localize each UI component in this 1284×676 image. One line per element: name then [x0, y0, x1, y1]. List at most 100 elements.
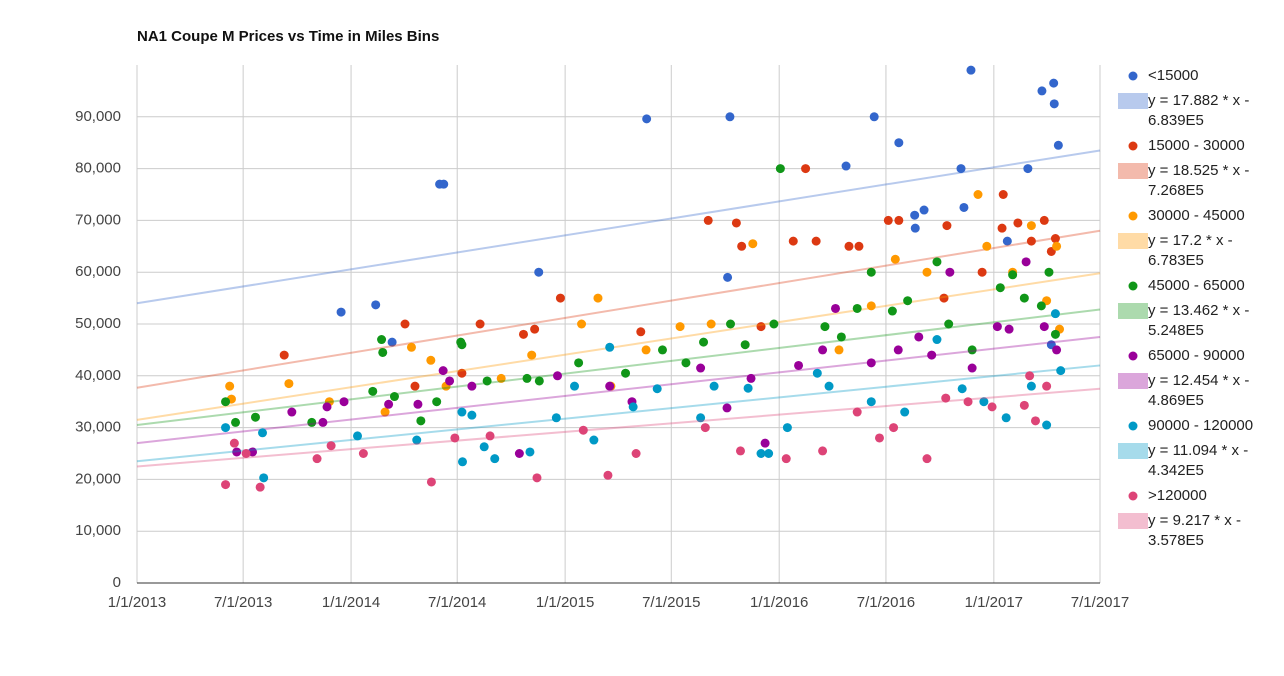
y-tick-label: 0 — [113, 574, 121, 591]
point — [231, 417, 241, 427]
point — [589, 435, 599, 445]
point — [900, 407, 910, 417]
x-tick-label: 1/1/2013 — [108, 594, 166, 611]
point — [725, 112, 735, 122]
point — [555, 293, 565, 303]
point — [1039, 215, 1049, 225]
point — [944, 319, 954, 329]
trendline — [136, 387, 1101, 468]
point — [782, 423, 792, 433]
y-tick-label: 80,000 — [75, 160, 121, 177]
point — [406, 342, 416, 352]
point — [1050, 234, 1060, 244]
legend-symbol — [1118, 206, 1148, 226]
point — [1026, 221, 1036, 231]
legend-symbol — [1118, 371, 1148, 391]
point — [1025, 371, 1035, 381]
point — [518, 329, 528, 339]
point — [941, 393, 951, 403]
point — [966, 65, 976, 75]
point — [432, 397, 442, 407]
point — [894, 215, 904, 225]
point — [577, 319, 587, 329]
point — [221, 480, 231, 490]
point — [997, 223, 1007, 233]
legend-rect — [1118, 443, 1148, 459]
point — [1049, 78, 1059, 88]
point — [322, 402, 332, 412]
point — [979, 397, 989, 407]
legend-marker — [1128, 491, 1138, 501]
point — [438, 366, 448, 376]
point — [987, 402, 997, 412]
point — [250, 412, 260, 422]
legend-symbol — [1118, 416, 1148, 436]
point — [794, 360, 804, 370]
legend-label: 15000 - 30000 — [1148, 137, 1245, 154]
point — [854, 241, 864, 251]
point — [652, 384, 662, 394]
legend-dot — [1128, 421, 1138, 431]
point — [287, 407, 297, 417]
legend-rect — [1118, 513, 1148, 529]
point — [605, 381, 615, 391]
point — [910, 210, 920, 220]
point — [932, 257, 942, 267]
legend-item: 15000 - 30000 — [1118, 136, 1268, 156]
point — [903, 296, 913, 306]
point — [457, 340, 467, 350]
point — [703, 215, 713, 225]
legend-item: y = 13.462 * x - 5.248E5 — [1118, 301, 1268, 341]
point — [457, 457, 467, 467]
point — [530, 324, 540, 334]
point — [358, 449, 368, 458]
point — [525, 447, 535, 457]
point — [914, 332, 924, 342]
legend-rect — [1118, 233, 1148, 249]
point — [593, 293, 603, 303]
point — [1030, 416, 1040, 426]
legend-marker — [1128, 141, 1138, 151]
legend-label: y = 12.454 * x - 4.869E5 — [1148, 372, 1250, 409]
point — [353, 431, 363, 441]
point — [570, 381, 580, 391]
point — [959, 202, 969, 212]
legend-swatch — [1118, 443, 1148, 459]
point — [457, 407, 467, 417]
point — [675, 322, 685, 332]
legend-symbol — [1118, 511, 1148, 531]
point — [963, 397, 973, 407]
legend-item: 90000 - 120000 — [1118, 416, 1268, 436]
legend-item: y = 17.2 * x - 6.783E5 — [1118, 231, 1268, 271]
point — [1049, 99, 1059, 109]
legend-swatch — [1118, 373, 1148, 389]
point — [841, 161, 851, 171]
point — [681, 358, 691, 368]
point — [307, 417, 317, 427]
point — [1019, 400, 1029, 410]
x-tick-label: 1/1/2017 — [965, 594, 1023, 611]
legend-symbol — [1118, 231, 1148, 251]
point — [490, 454, 500, 464]
x-tick-label: 7/1/2013 — [214, 594, 272, 611]
point — [534, 376, 544, 386]
x-tick-label: 7/1/2017 — [1071, 594, 1129, 611]
point — [973, 190, 983, 199]
point — [957, 384, 967, 394]
point — [378, 347, 388, 357]
point — [412, 435, 422, 445]
point — [922, 454, 932, 464]
point — [534, 267, 544, 277]
point — [890, 254, 900, 264]
point — [482, 376, 492, 386]
point — [866, 358, 876, 368]
legend-marker — [1128, 281, 1138, 291]
point — [389, 392, 399, 402]
point — [221, 397, 231, 407]
legend-symbol — [1118, 91, 1148, 111]
trendline — [136, 364, 1101, 463]
point — [439, 179, 449, 189]
legend-label: y = 17.2 * x - 6.783E5 — [1148, 232, 1233, 269]
point — [893, 345, 903, 355]
